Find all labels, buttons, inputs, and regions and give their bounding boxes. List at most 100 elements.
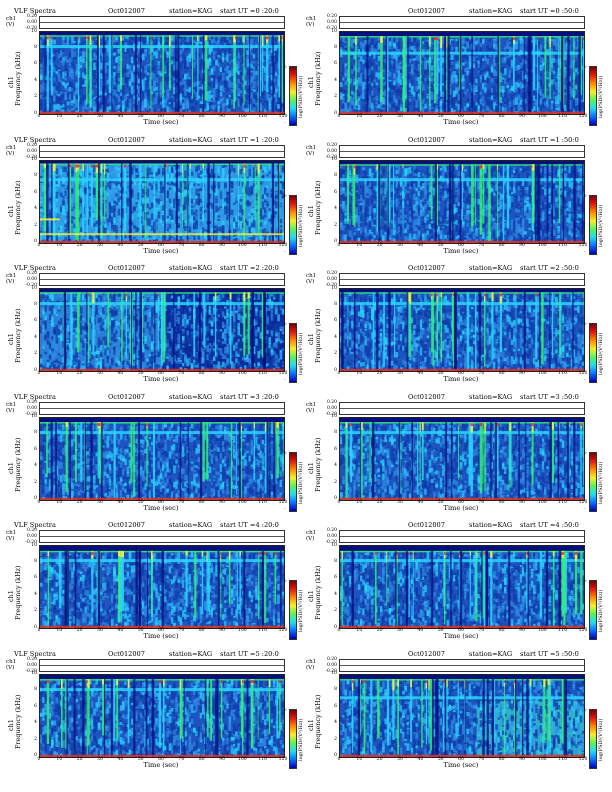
y-tick-label: 2 — [26, 351, 37, 356]
panel-station: station=KAG — [169, 392, 212, 402]
strip-label-ch: ch1 — [306, 145, 318, 151]
y-axis-label: Frequency (kHz) — [314, 52, 322, 106]
y-tick-label: 4 — [326, 78, 337, 83]
x-tick-label: 90 — [219, 371, 225, 376]
strip-label-ch: ch1 — [6, 530, 18, 536]
strip-tick-label: 0.00 — [19, 534, 37, 539]
strip-tick-label: 0.00 — [319, 663, 337, 668]
colorbar-tick: - — [284, 721, 285, 726]
colorbar-tick: - — [284, 235, 285, 240]
y-tick-label: 6 — [326, 61, 337, 66]
x-tick-label: 80 — [499, 243, 505, 248]
spectrogram-panel: Oct012007 station=KAG start UT =3 :50:0 ch1… — [306, 392, 610, 522]
x-tick-label: 100 — [238, 371, 247, 376]
strip-label-ch: ch1 — [6, 273, 18, 279]
strip-tick-label: 0.20 — [319, 271, 337, 276]
x-tick-label: 120 — [579, 757, 588, 762]
spectrogram-area — [39, 673, 285, 758]
y-axis-label: Frequency (kHz) — [14, 566, 22, 620]
x-tick-label: 30 — [97, 371, 103, 376]
waveform-trace — [340, 22, 584, 23]
strip-axis-label: ch1 (V) — [306, 273, 318, 285]
x-tick-label: 0 — [38, 628, 41, 633]
x-tick-label: 110 — [558, 757, 567, 762]
x-tick-label: 0 — [338, 500, 341, 505]
colorbar — [289, 323, 297, 383]
waveform-trace — [40, 150, 284, 152]
x-tick-label: 60 — [458, 243, 464, 248]
x-tick-label: 90 — [219, 243, 225, 248]
strip-axis-label: ch1 (V) — [306, 402, 318, 414]
y-tick-label: 10 — [26, 671, 37, 676]
spectrogram-image — [340, 417, 584, 500]
x-tick-label: 60 — [158, 114, 164, 119]
panel-date: Oct012007 — [408, 263, 445, 273]
y-tick-label: 8 — [26, 45, 37, 50]
y-tick-label: 6 — [26, 318, 37, 323]
x-tick-label: 20 — [377, 371, 383, 376]
strip-label-unit: (V) — [306, 279, 318, 285]
colorbar-label: log(PSD/(V²/Hz)) — [298, 204, 304, 246]
x-tick-label: 110 — [258, 757, 267, 762]
strip-axis-label: ch1 (V) — [6, 273, 18, 285]
y-tick-label: 2 — [326, 223, 337, 228]
strip-tick-label: 0.00 — [19, 277, 37, 282]
y-tick-label: 6 — [326, 447, 337, 452]
spectrogram-area — [339, 31, 585, 115]
x-tick-label: 10 — [56, 500, 62, 505]
colorbar-tick: - — [284, 363, 285, 368]
panel-date: Oct012007 — [408, 392, 445, 402]
x-tick-label: 30 — [97, 243, 103, 248]
y-tick-label: 2 — [326, 608, 337, 613]
strip-tick-label: 0.20 — [319, 400, 337, 405]
waveform-strip — [339, 401, 585, 415]
y-tick-label: 4 — [26, 720, 37, 725]
waveform-strip — [339, 530, 585, 543]
strip-tick-label: -0.20 — [319, 26, 337, 31]
strip-label-ch: ch1 — [6, 402, 18, 408]
colorbar-tick: - — [284, 377, 285, 382]
colorbar-tick: 0 — [284, 450, 287, 455]
x-tick-label: 50 — [438, 371, 444, 376]
colorbar-tick: - — [284, 78, 285, 83]
x-tick-label: 20 — [77, 757, 83, 762]
panel-date: Oct012007 — [108, 392, 145, 402]
x-tick-label: 80 — [499, 371, 505, 376]
x-tick-label: 60 — [458, 757, 464, 762]
y-tick-label: 6 — [326, 575, 337, 580]
waveform-trace — [40, 664, 284, 666]
panel-start-time: start UT =5 :20:0 — [220, 649, 279, 659]
panel-start-time: start UT =1 :20:0 — [220, 135, 279, 145]
y-tick-label: 2 — [26, 480, 37, 485]
strip-label-ch: ch1 — [306, 16, 318, 22]
y-tick-label: 0 — [26, 753, 37, 758]
colorbar-tick: - — [584, 207, 585, 212]
panel-header: VLF Spectra Oct012007 station=KAG start UT … — [6, 520, 286, 530]
colorbar-tick: 0 — [284, 707, 287, 712]
y-tick-label: 0 — [26, 496, 37, 501]
y-tick-label: 6 — [326, 704, 337, 709]
x-axis-label: Time (sec) — [444, 118, 479, 126]
y-tick-label: 8 — [326, 302, 337, 307]
x-tick-label: 90 — [519, 757, 525, 762]
colorbar-tick: - — [584, 92, 585, 97]
x-tick-label: 100 — [538, 500, 547, 505]
waveform-trace — [340, 536, 584, 537]
x-tick-label: 20 — [377, 628, 383, 633]
colorbar — [289, 708, 297, 769]
colorbar-tick: - — [584, 120, 585, 125]
y-tick-label: 6 — [26, 575, 37, 580]
x-axis-label: Time (sec) — [444, 247, 479, 255]
colorbar-label: log(PSD/(V²/Hz)) — [598, 76, 604, 118]
y-axis-label: Frequency (kHz) — [314, 694, 322, 748]
colorbar-tick: - — [584, 221, 585, 226]
colorbar-tick: 0 — [584, 64, 587, 69]
panel-date: Oct012007 — [108, 263, 145, 273]
panel-station: station=KAG — [469, 263, 512, 273]
x-tick-label: 10 — [356, 371, 362, 376]
x-tick-label: 70 — [478, 757, 484, 762]
y-tick-label: 10 — [326, 671, 337, 676]
y-tick-label: 0 — [26, 239, 37, 244]
colorbar-tick: - — [584, 235, 585, 240]
spectrogram-image — [40, 417, 284, 500]
